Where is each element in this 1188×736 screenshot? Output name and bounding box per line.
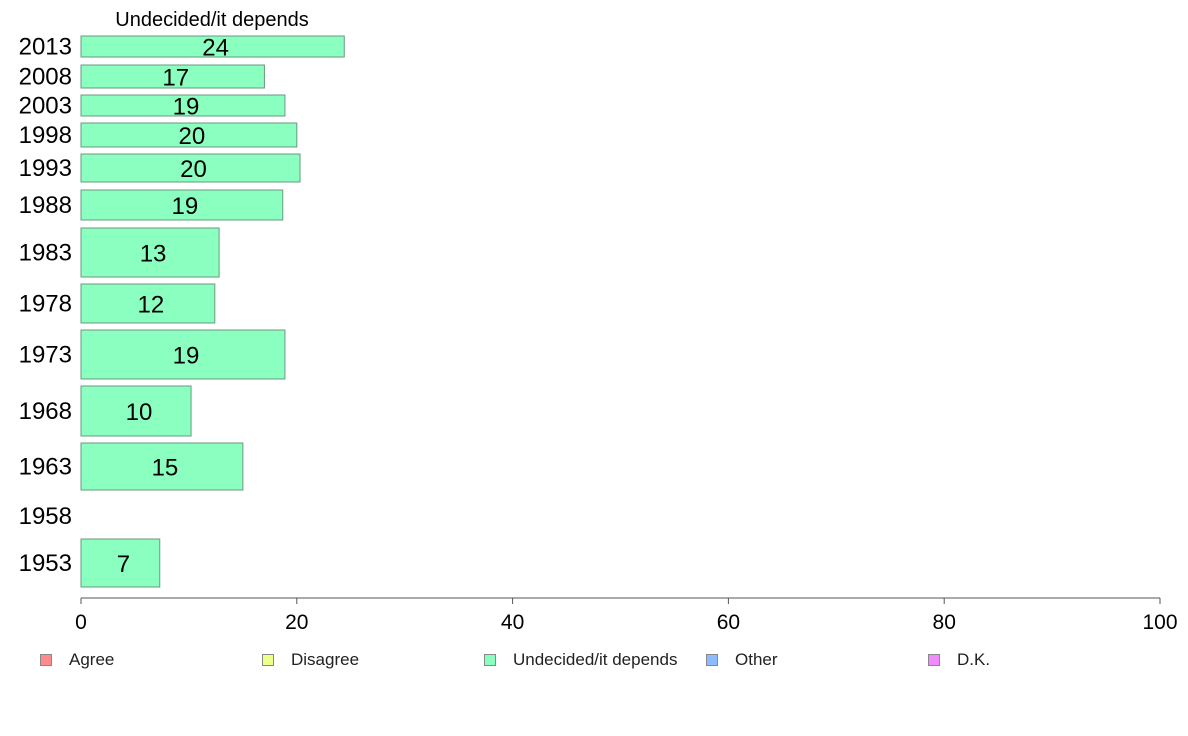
legend-swatch-other [706,654,718,666]
bar [80,153,301,183]
bar [80,329,286,380]
y-tick-label: 1978 [19,291,72,318]
y-tick-label: 1963 [19,454,72,481]
legend-label-other: Other [735,650,778,669]
x-tick-label: 100 [1142,611,1177,634]
y-tick-label: 1973 [19,342,72,369]
bar [80,442,244,491]
legend-swatch-disagree [262,654,274,666]
bar-value-label: 24 [202,35,229,62]
legend-swatch-agree [40,654,52,666]
y-tick-label: 1998 [19,122,72,149]
legend-item-other: Other [706,650,778,670]
chart-title: Undecided/it depends [115,9,308,31]
bar [80,385,192,437]
bar-value-label: 12 [138,292,165,319]
bar-value-label: 7 [117,551,130,578]
x-tick-label: 0 [75,611,87,634]
bar [80,227,220,278]
legend: Agree Disagree Undecided/it depends Othe… [0,650,1188,674]
bar-value-label: 15 [152,455,179,482]
bar-value-label: 10 [126,399,153,426]
y-tick-label: 1953 [19,550,72,577]
bar-value-label: 19 [173,343,200,370]
legend-item-agree: Agree [40,650,114,670]
legend-label-undecided: Undecided/it depends [513,650,678,669]
bar-value-label: 19 [173,94,200,121]
y-tick-label: 1958 [19,503,72,530]
bar [80,538,161,588]
bar-value-label: 20 [179,123,206,150]
legend-swatch-dk [928,654,940,666]
x-tick-label: 20 [285,611,308,634]
bar [80,94,286,117]
y-tick-label: 1983 [19,240,72,267]
y-tick-label: 2008 [19,64,72,91]
legend-item-disagree: Disagree [262,650,359,670]
bar-value-label: 19 [172,193,199,220]
bar [80,35,345,58]
legend-item-dk: D.K. [928,650,990,670]
y-tick-label: 1993 [19,155,72,182]
x-tick-label: 60 [717,611,740,634]
bar [80,122,298,148]
bar [80,189,284,221]
y-tick-label: 2003 [19,93,72,120]
y-tick-label: 2013 [19,34,72,61]
legend-label-agree: Agree [69,650,115,669]
legend-label-disagree: Disagree [291,650,360,669]
legend-label-dk: D.K. [957,650,991,669]
bar-value-label: 20 [180,156,207,183]
legend-swatch-undecided [484,654,496,666]
bar [80,283,216,324]
x-tick-label: 80 [933,611,956,634]
x-tick-label: 40 [501,611,524,634]
y-tick-label: 1968 [19,398,72,425]
legend-item-undecided: Undecided/it depends [484,650,677,670]
bar [80,64,265,89]
bar-value-label: 17 [162,65,189,92]
x-axis: 0 20 40 60 80 100 [75,597,1178,634]
bar-value-label: 13 [140,241,167,268]
y-tick-label: 1988 [19,192,72,219]
